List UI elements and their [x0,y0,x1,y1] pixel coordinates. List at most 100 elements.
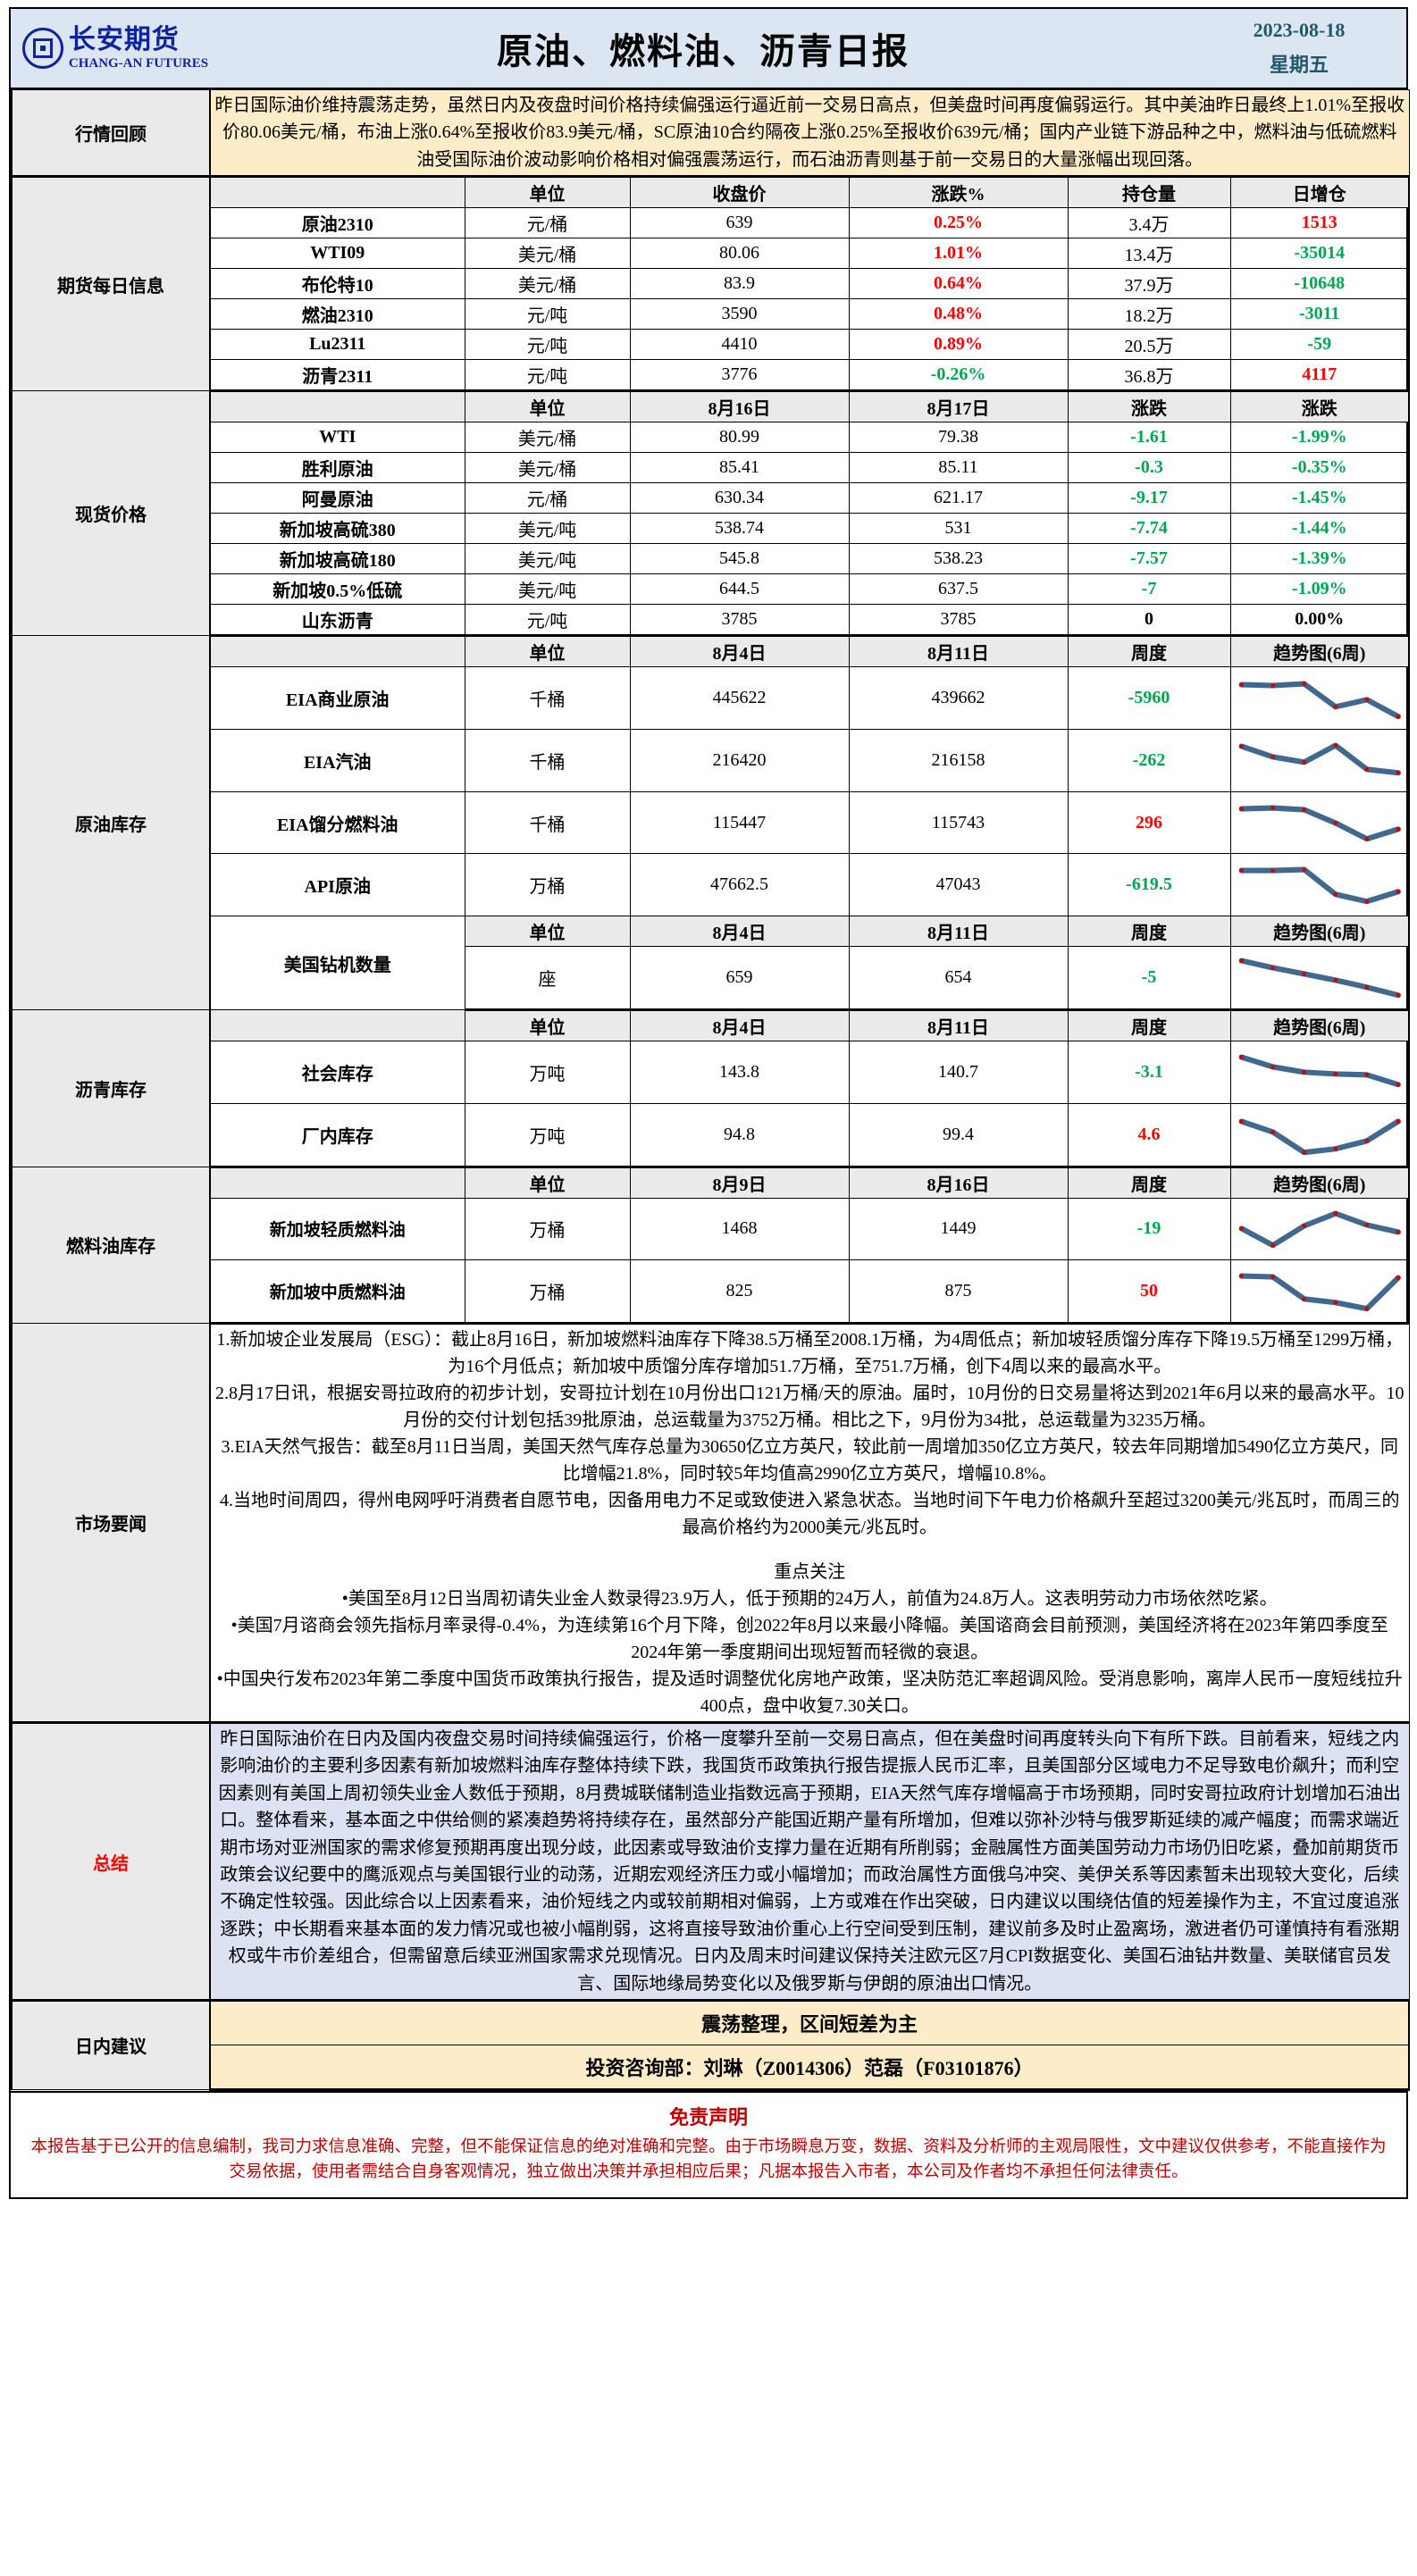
futures-row-unit: 元/吨 [464,298,631,330]
futures-row-doi: -35014 [1229,238,1411,270]
futures-header-row: 期货每日信息 单位 收盘价 涨跌% 持仓量 日增仓 [11,176,1411,392]
asphalt-row-name: 社会库存 [209,1041,465,1104]
crude-col-weekly: 周度 [1067,635,1231,668]
table-row: 山东沥青 元/吨 3785 3785 0 0.00% [12,604,1411,638]
table-row: 沥青2311 元/吨 3776 -0.26% 36.8万 4117 [12,359,1411,393]
spot-row-unit: 美元/吨 [464,543,631,575]
trend-chart-social-inventory [1229,1041,1411,1104]
crude-row-d1: 115447 [629,790,850,855]
section-label-asphalt-inventory: 沥青库存 [11,1009,211,1167]
rigs-label: 美国钻机数量 [209,916,465,1010]
futures-row-close: 639 [629,207,850,239]
fuel-row-d2: 875 [848,1259,1069,1326]
table-row: API原油 万桶 47662.5 47043 -619.5 [12,853,1411,917]
table-row: 胜利原油 美元/桶 85.41 85.11 -0.3 -0.35% [12,452,1411,484]
disclaimer-block: 免责声明 本报告基于已公开的信息编制，我司力求信息准确、完整，但不能保证信息的绝… [9,2092,1408,2200]
futures-col-openinterest: 持仓量 [1067,176,1231,209]
futures-row-oi: 37.9万 [1067,268,1231,300]
trend-chart-us-rigs [1229,946,1411,1011]
asphalt-row-unit: 万吨 [464,1041,631,1104]
spot-row-d1: 538.74 [629,513,850,545]
asphalt-row-name: 厂内库存 [209,1102,465,1168]
spot-row-pct: 0.00% [1229,604,1411,638]
page-title: 原油、燃料油、沥青日报 [497,32,910,71]
market-review-text: 昨日国际油价维持震荡走势，虽然日内及夜盘时间价格持续偏强运行逼近前一交易日高点，… [209,88,1410,179]
rigs-col-date1: 8月4日 [629,916,850,948]
fuel-row-unit: 万桶 [464,1197,631,1261]
asphalt-row-d1: 94.8 [629,1102,850,1168]
table-row: 原油2310 元/桶 639 0.25% 3.4万 1513 [12,207,1411,239]
crude-row-d1: 445622 [629,666,850,730]
futures-row-oi: 20.5万 [1067,329,1231,361]
table-row: EIA商业原油 千桶 445622 439662 -5960 [12,666,1411,730]
table-row: 布伦特10 美元/桶 83.9 0.64% 37.9万 -10648 [12,268,1411,300]
futures-col-unit: 单位 [464,176,631,209]
futures-col-dailychange: 日增仓 [1229,176,1411,209]
section-label-market-review: 行情回顾 [11,88,211,179]
news-focus-item: •美国至8月12日当周初请失业金人数录得23.9万人，低于预期的24万人，前值为… [341,1589,1278,1610]
spot-row-change: -7.74 [1067,513,1231,545]
crude-row-d2: 216158 [848,728,1069,792]
spot-row-d1: 3785 [629,604,850,638]
section-label-crude-inventory: 原油库存 [11,635,211,1010]
spot-row-name: 山东沥青 [209,604,465,638]
futures-col-change: 涨跌% [848,176,1069,209]
futures-row-name: 布伦特10 [209,268,465,300]
crude-col-date2: 8月11日 [848,635,1069,668]
summary-row: 总结 昨日国际油价在日内及国内夜盘交易时间持续偏强运行，价格一度攀升至前一交易日… [11,1722,1410,2002]
news-item: 2.8月17日讯，根据安哥拉政府的初步计划，安哥拉计划在10月份出口121万桶/… [214,1384,1404,1431]
futures-row-unit: 美元/桶 [464,268,631,300]
futures-row-unit: 美元/桶 [464,238,631,270]
report-body: 行情回顾 昨日国际油价维持震荡走势，虽然日内及夜盘时间价格持续偏强运行逼近前一交… [9,88,1411,2093]
asphalt-col-date1: 8月4日 [629,1009,850,1041]
spot-row-d1: 545.8 [629,543,850,575]
spot-row-d2: 621.17 [848,482,1069,514]
market-news-row: 市场要闻 1.新加坡企业发展局（ESG）：截止8月16日，新加坡燃料油库存下降3… [11,1323,1410,1725]
news-item: 4.当地时间周四，得州电网呼吁消费者自愿节电，因备用电力不足或致使进入紧急状态。… [219,1491,1400,1538]
spot-row-d1: 630.34 [629,482,850,514]
section-label-futures: 期货每日信息 [11,176,211,392]
futures-row-name: Lu2311 [209,329,465,361]
table-row: 新加坡高硫180 美元/吨 545.8 538.23 -7.57 -1.39% [12,543,1411,575]
rigs-col-unit: 单位 [464,916,631,948]
futures-row-close: 83.9 [629,268,850,300]
crude-col-name [209,635,465,668]
table-row: 新加坡中质燃料油 万桶 825 875 50 [12,1259,1411,1326]
spot-row-change: -7 [1067,573,1231,606]
table-row: 新加坡0.5%低硫 美元/吨 644.5 637.5 -7 -1.09% [12,573,1411,606]
section-label-fuel-inventory: 燃料油库存 [11,1166,211,1325]
futures-row-change: 0.25% [848,207,1069,239]
futures-col-name [209,176,465,209]
trend-chart-api-crude [1229,853,1411,917]
crude-row-weekly: 296 [1067,790,1231,855]
logo-english-name: CHANG-AN FUTURES [68,55,209,71]
spot-row-unit: 元/桶 [464,482,631,514]
spot-row-pct: -1.44% [1229,513,1411,545]
futures-col-close: 收盘价 [629,176,850,209]
rigs-d1: 659 [629,946,850,1011]
asphalt-col-name [209,1009,465,1041]
spot-row-d2: 85.11 [848,452,1069,484]
spot-row-d2: 531 [848,513,1069,545]
trend-chart-eia-gasoline [1229,728,1411,792]
fuel-row-unit: 万桶 [464,1259,631,1326]
rigs-weekly: -5 [1067,946,1231,1011]
futures-row-name: 燃油2310 [209,298,465,330]
rigs-header-row: 美国钻机数量 单位 8月4日 8月11日 周度 趋势图(6周) [12,916,1411,1010]
section-label-summary: 总结 [11,1722,211,2002]
asphalt-row-unit: 万吨 [464,1102,631,1168]
crude-col-unit: 单位 [464,635,631,668]
futures-row-unit: 元/吨 [464,329,631,361]
news-spacer [214,1541,1405,1559]
report-date: 2023-08-18 [1253,19,1346,41]
fuel-col-weekly: 周度 [1067,1166,1231,1199]
spot-row-pct: -1.99% [1229,422,1411,454]
company-logo: 长安期货 CHANG-AN FUTURES [11,9,214,88]
futures-row-doi: 4117 [1229,359,1411,393]
futures-row-name: 沥青2311 [209,359,465,393]
summary-text: 昨日国际油价在日内及国内夜盘交易时间持续偏强运行，价格一度攀升至前一交易日高点，… [209,1722,1410,2002]
spot-col-name [209,390,465,423]
spot-row-pct: -1.09% [1229,573,1411,606]
news-focus-item: •中国央行发布2023年第二季度中国货币政策执行报告，提及适时调整优化房地产政策… [216,1669,1403,1717]
